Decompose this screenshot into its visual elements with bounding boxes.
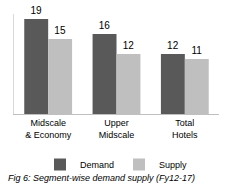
svg-text:Demand: Demand (80, 160, 114, 170)
svg-text:Midscale& Economy: Midscale& Economy (25, 118, 72, 140)
svg-text:12: 12 (123, 40, 135, 51)
svg-text:TotalHotels: TotalHotels (172, 118, 198, 140)
svg-text:19: 19 (30, 5, 42, 16)
svg-text:11: 11 (191, 45, 202, 56)
svg-text:12: 12 (167, 40, 179, 51)
svg-text:16: 16 (99, 20, 111, 31)
svg-text:Fig 6: Segment-wise demand sup: Fig 6: Segment-wise demand supply (Fy12-… (8, 173, 195, 183)
svg-text:UpperMidscale: UpperMidscale (99, 118, 135, 140)
svg-text:15: 15 (54, 25, 66, 36)
svg-text:Supply: Supply (159, 160, 187, 170)
